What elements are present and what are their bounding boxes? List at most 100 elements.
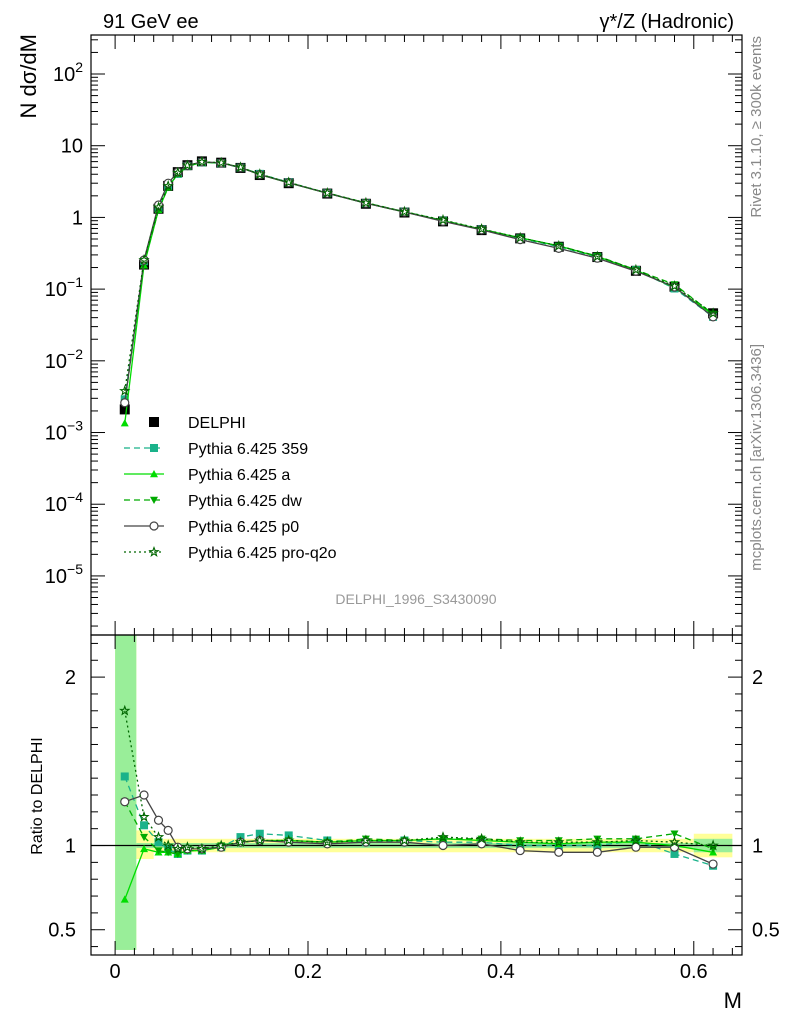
main-ytick-label-4: 10−2 [45, 346, 83, 373]
main-ytick-label-3: 10−1 [45, 274, 83, 301]
main-series-marker-5-19 [630, 263, 642, 275]
main-series-marker-0-0 [119, 404, 130, 415]
main-series-line-4 [124, 161, 714, 403]
main-series-marker-5-20 [668, 280, 681, 292]
ratio-series-marker-2-3 [164, 849, 173, 857]
ratio-series-marker-4-6 [196, 842, 208, 854]
mcplots-label: mcplots.cern.ch [arXiv:1306.3436] [748, 344, 765, 571]
xtick-label-0: 0 [110, 961, 121, 983]
main-series-marker-5-11 [321, 186, 334, 198]
xtick-label-3: 0.6 [680, 961, 708, 983]
main-series-marker-5-15 [475, 223, 488, 234]
main-series-marker-5-16 [514, 231, 526, 243]
main-series-marker-5-7 [215, 156, 227, 168]
main-series-marker-5-17 [553, 239, 565, 251]
ratio-series-marker-0-0 [120, 772, 129, 781]
legend-label-4: Pythia 6.425 p0 [188, 519, 299, 536]
main-series-marker-2-0 [120, 419, 129, 427]
ratio-series-marker-4-1 [138, 810, 150, 822]
main-y-axis-label: N dσ/dM [16, 34, 41, 119]
ratio-series-marker-4-19 [630, 834, 642, 846]
ratio-series-marker-3-18 [592, 847, 602, 857]
legend-label-0: DELPHI [188, 415, 246, 432]
legend-label-1: Pythia 6.425 359 [188, 441, 308, 458]
main-panel-curves [119, 155, 719, 427]
main-ytick-label-5: 10−3 [45, 418, 83, 445]
ratio-series-marker-0-2 [154, 838, 163, 847]
ratio-series-marker-2-20 [670, 830, 679, 838]
ratio-series-marker-4-12 [360, 834, 372, 846]
ratio-series-marker-3-16 [515, 845, 525, 856]
ratio-ytick-label-right-1: 1 [752, 836, 763, 858]
ratio-series-marker-0-9 [255, 829, 264, 838]
legend-marker-4 [149, 521, 159, 531]
main-series-line-2 [124, 161, 714, 424]
ratio-panel-curves [119, 704, 719, 903]
ratio-series-marker-4-4 [172, 842, 184, 854]
ratio-series-marker-2-17 [554, 837, 563, 845]
main-series-marker-5-6 [196, 155, 208, 167]
rivet-version-label: Rivet 3.1.10, ≥ 300k events [748, 36, 765, 218]
xtick-label-2: 0.4 [487, 961, 515, 983]
main-series-marker-5-2 [152, 201, 165, 213]
main-series-marker-5-0 [119, 384, 131, 396]
ratio-series-marker-4-21 [707, 839, 719, 851]
legend-label-2: Pythia 6.425 a [188, 467, 290, 484]
main-series-marker-5-9 [254, 168, 266, 180]
ratio-series-marker-3-21 [708, 859, 718, 869]
header-left-label: 91 GeV ee [103, 11, 199, 33]
legend-marker-2 [150, 470, 158, 478]
ratio-panel-frame [90, 634, 743, 956]
ratio-series-marker-4-17 [553, 836, 565, 847]
main-ytick-label-0: 102 [53, 59, 83, 86]
ratio-series-marker-2-16 [516, 837, 525, 845]
legend-marker-5 [148, 546, 160, 557]
main-ytick-label-7: 10−5 [45, 561, 83, 588]
ratio-ytick-label-left-2: 2 [65, 667, 76, 689]
ratio-ytick-label-right-2: 2 [752, 667, 763, 689]
ratio-series-marker-3-17 [554, 847, 564, 857]
header-right-label: γ*/Z (Hadronic) [600, 11, 734, 33]
ratio-series-marker-4-15 [475, 832, 488, 844]
ratio-series-marker-2-1 [140, 833, 149, 842]
ratio-series-marker-4-8 [234, 836, 247, 847]
ratio-series-marker-4-0 [119, 704, 131, 716]
ratio-band-green-0 [115, 635, 137, 950]
main-series-marker-5-8 [234, 161, 247, 173]
main-series-marker-5-21 [707, 307, 719, 319]
ratio-series-line-3 [124, 794, 714, 865]
main-series-line-5 [124, 161, 714, 391]
ratio-series-marker-1-0 [120, 895, 129, 903]
ratio-series-marker-4-18 [591, 836, 604, 847]
ratio-series-marker-4-9 [254, 834, 266, 846]
ratio-series-marker-2-2 [154, 847, 163, 855]
main-series-marker-5-12 [360, 196, 372, 208]
ratio-series-marker-4-3 [162, 839, 174, 851]
ratio-series-line-0 [124, 776, 714, 867]
main-series-marker-4-0 [120, 398, 130, 408]
legend-label-5: Pythia 6.425 pro-q2o [188, 545, 337, 562]
ratio-series-marker-3-0 [120, 797, 130, 807]
ratio-series-marker-4-14 [437, 831, 449, 843]
main-series-marker-5-18 [591, 250, 604, 262]
analysis-id-label: DELPHI_1996_S3430090 [335, 591, 496, 607]
legend: DELPHI Pythia 6.425 359 Pythia 6.425 a Pyth… [124, 415, 337, 562]
ratio-series-line-4 [124, 710, 714, 850]
ratio-series-marker-3-3 [163, 825, 173, 835]
ratio-series-marker-4-20 [668, 836, 681, 847]
main-series-line-3 [124, 161, 714, 403]
main-series-marker-5-13 [398, 205, 411, 217]
legend-label-3: Pythia 6.425 dw [188, 493, 302, 510]
ratio-series-marker-4-16 [514, 836, 526, 847]
ratio-ytick-label-left-1: 1 [65, 836, 76, 858]
ratio-series-marker-4-5 [181, 841, 194, 853]
main-series-marker-5-5 [181, 159, 194, 171]
main-series-marker-5-14 [437, 213, 449, 225]
legend-marker-3 [150, 496, 158, 504]
x-axis-label: M [724, 988, 742, 1013]
ratio-series-marker-3-19 [631, 842, 641, 852]
axes: 102 10 1 10−1 10−2 10−3 10−4 10−5 0.5 0.5 1 1 2 2 0 0.2… [45, 34, 780, 983]
main-series-marker-5-1 [138, 253, 150, 265]
ratio-series-marker-0-1 [140, 821, 149, 830]
